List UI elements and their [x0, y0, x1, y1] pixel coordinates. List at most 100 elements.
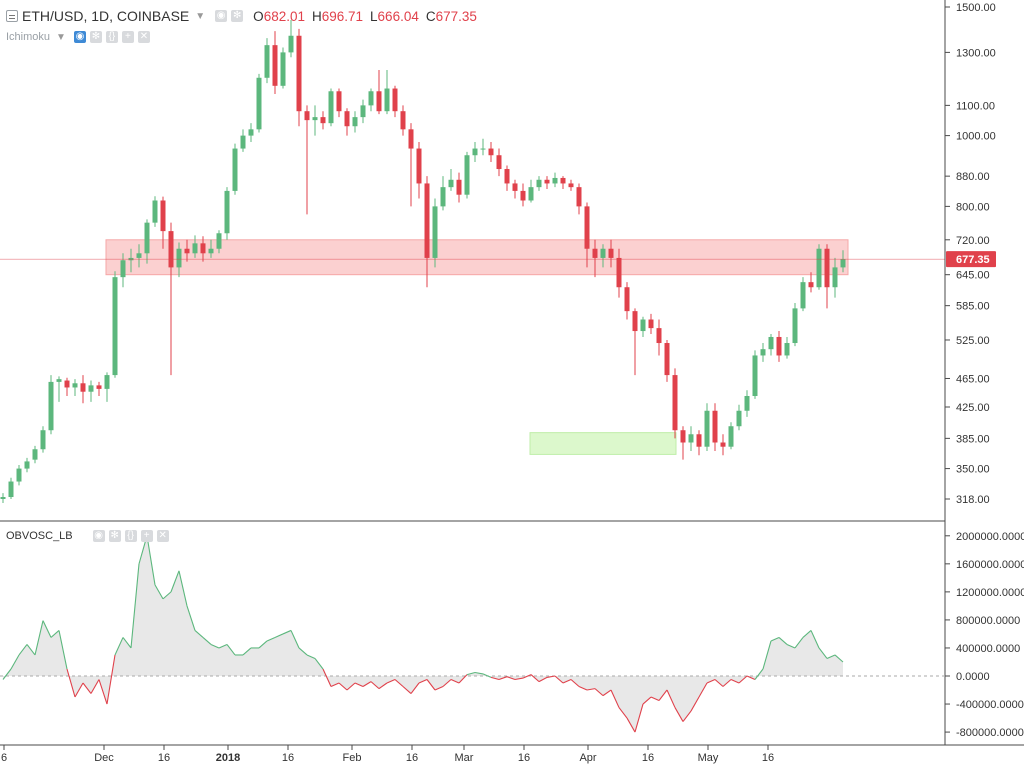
gear-icon[interactable]: ✻ [108, 530, 121, 542]
candle[interactable] [432, 198, 438, 268]
candle[interactable] [352, 111, 358, 133]
source-icon[interactable]: {} [105, 31, 118, 43]
candle[interactable] [704, 403, 710, 451]
price-axis[interactable]: 1500.00 1300.00 1100.00 1000.00 880.00 800.00… [945, 2, 996, 506]
candle[interactable] [176, 242, 182, 278]
candle[interactable] [584, 202, 590, 268]
candle[interactable] [752, 350, 758, 399]
candle[interactable] [600, 244, 606, 268]
candle[interactable] [376, 69, 382, 115]
candle[interactable] [560, 176, 566, 190]
eye-icon[interactable]: ◉ [73, 31, 86, 43]
candle[interactable] [448, 169, 454, 191]
candle[interactable] [832, 257, 838, 298]
candle[interactable] [616, 248, 622, 298]
plus-icon[interactable]: + [121, 31, 134, 43]
candle[interactable] [680, 426, 686, 460]
support-zone[interactable] [529, 432, 677, 455]
candle[interactable] [256, 73, 262, 133]
candle[interactable] [664, 339, 670, 382]
eye-icon[interactable]: ◉ [215, 10, 228, 22]
candle[interactable] [768, 333, 774, 356]
candle[interactable] [792, 302, 798, 347]
candle[interactable] [744, 390, 750, 417]
gear-icon[interactable]: ✻ [89, 31, 102, 43]
candle[interactable] [400, 105, 406, 136]
candle[interactable] [392, 85, 398, 118]
candle[interactable] [56, 376, 62, 402]
candle[interactable] [504, 165, 510, 191]
candle[interactable] [64, 377, 70, 397]
candle[interactable] [712, 403, 718, 451]
ichimoku-label[interactable]: Ichimoku [6, 31, 51, 43]
close-icon[interactable]: ✕ [156, 530, 169, 542]
candle[interactable] [16, 464, 22, 486]
candle[interactable] [592, 239, 598, 278]
candle[interactable] [32, 445, 38, 464]
candle[interactable] [440, 176, 446, 211]
chevron-down-icon[interactable]: ▼ [195, 10, 206, 22]
candle[interactable] [192, 235, 198, 258]
oscillator-label[interactable]: OBVOSC_LB [6, 530, 73, 542]
candle[interactable] [280, 47, 286, 89]
time-axis[interactable]: 6 Dec 16 2018 16 Feb 16 Mar 16 Apr 16 May 16 [1, 745, 774, 764]
candle[interactable] [688, 426, 694, 451]
candle[interactable] [656, 319, 662, 356]
candle[interactable] [816, 244, 822, 290]
candle[interactable] [96, 381, 102, 397]
candle[interactable] [200, 236, 206, 262]
candle[interactable] [480, 138, 486, 156]
candle[interactable] [648, 313, 654, 334]
candle[interactable] [168, 222, 174, 376]
candle[interactable] [424, 176, 430, 288]
candle[interactable] [80, 375, 86, 404]
candle[interactable] [488, 142, 494, 163]
candle[interactable] [0, 493, 6, 504]
candle[interactable] [216, 230, 222, 254]
candle[interactable] [520, 183, 526, 207]
candle[interactable] [160, 196, 166, 249]
candle[interactable] [48, 375, 54, 435]
candle[interactable] [640, 316, 646, 337]
candle[interactable] [8, 477, 14, 499]
source-icon[interactable]: {} [124, 530, 137, 542]
candle[interactable] [104, 372, 110, 402]
candle[interactable] [576, 183, 582, 215]
candle[interactable] [408, 123, 414, 207]
plus-icon[interactable]: + [140, 530, 153, 542]
gear-icon[interactable]: ✻ [231, 10, 244, 22]
candle[interactable] [720, 434, 726, 456]
candle[interactable] [544, 176, 550, 190]
candle[interactable] [672, 368, 678, 439]
candle[interactable] [464, 151, 470, 199]
candle[interactable] [416, 142, 422, 199]
candle[interactable] [144, 219, 150, 264]
candle[interactable] [88, 380, 94, 402]
chevron-down-icon[interactable]: ▼ [56, 31, 66, 43]
candle[interactable] [328, 88, 334, 127]
oscillator-axis[interactable]: 2000000.0000 1600000.0000 1200000.0000 8000… [945, 531, 1024, 739]
symbol-list-icon[interactable] [6, 10, 18, 22]
eye-icon[interactable]: ◉ [92, 530, 105, 542]
candle[interactable] [40, 426, 46, 453]
candle[interactable] [784, 336, 790, 359]
candle[interactable] [552, 172, 558, 188]
candle[interactable] [240, 129, 246, 152]
candle[interactable] [264, 38, 270, 84]
resistance-zone[interactable] [105, 239, 849, 276]
candle[interactable] [456, 172, 462, 203]
candle[interactable] [296, 28, 302, 127]
candle[interactable] [736, 404, 742, 431]
candle[interactable] [824, 244, 830, 309]
candle[interactable] [312, 105, 318, 136]
candle[interactable] [208, 239, 214, 258]
candle[interactable] [72, 379, 78, 397]
close-icon[interactable]: ✕ [137, 31, 150, 43]
candle[interactable] [320, 111, 326, 130]
candle[interactable] [808, 272, 814, 293]
candle[interactable] [136, 244, 142, 268]
candle[interactable] [728, 422, 734, 450]
candle[interactable] [568, 179, 574, 191]
candle[interactable] [336, 88, 342, 118]
